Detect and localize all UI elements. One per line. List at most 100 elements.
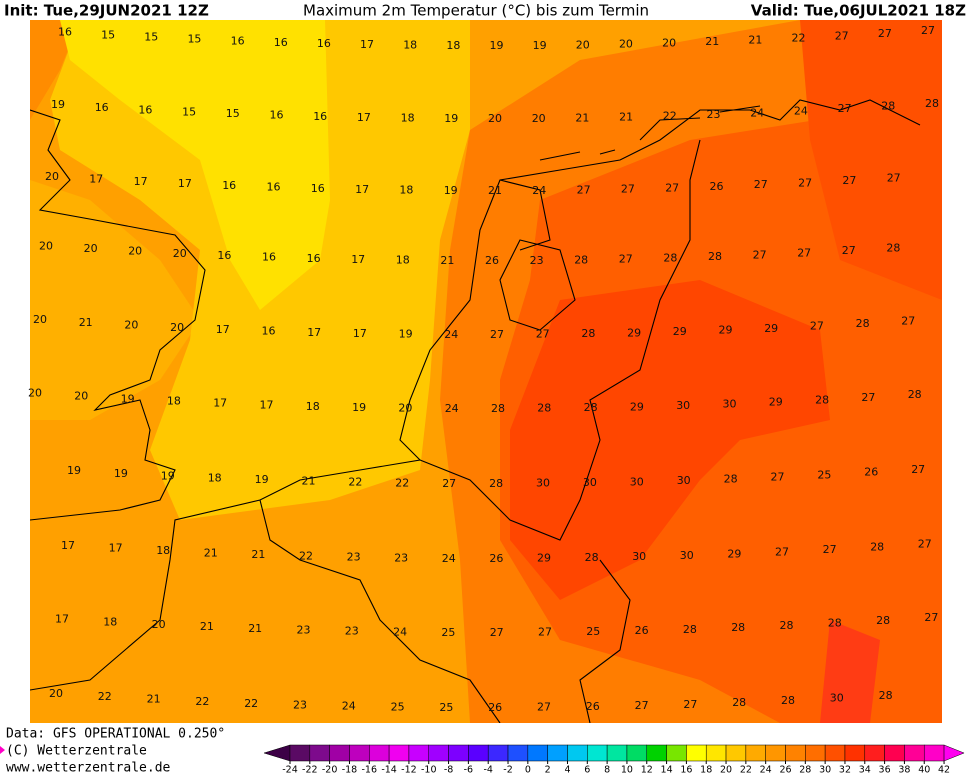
- temperature-value: 27: [754, 178, 768, 191]
- temperature-value: 24: [794, 104, 808, 117]
- temperature-value: 30: [830, 692, 844, 705]
- temperature-value: 22: [792, 32, 806, 45]
- colorbar-label: -4: [483, 765, 492, 776]
- colorbar-label: 4: [564, 765, 570, 776]
- temperature-value: 22: [663, 109, 677, 122]
- colorbar-label: 38: [898, 765, 910, 776]
- temperature-value: 21: [748, 33, 762, 46]
- temperature-value: 16: [317, 37, 331, 50]
- temperature-value: 30: [536, 477, 550, 490]
- copyright: (C) Wetterzentrale: [6, 744, 147, 759]
- temperature-value: 20: [124, 319, 138, 332]
- temperature-value: 20: [152, 618, 166, 631]
- colorbar-label: -14: [381, 765, 397, 776]
- temperature-value: 16: [270, 109, 284, 122]
- temperature-value: 30: [583, 476, 597, 489]
- temperature-value: 28: [584, 401, 598, 414]
- temperature-value: 29: [769, 396, 783, 409]
- temperature-value: 17: [357, 111, 371, 124]
- colorbar-cell: [745, 744, 766, 762]
- temperature-value: 19: [67, 464, 81, 477]
- temperature-value: 27: [490, 328, 504, 341]
- colorbar-cell: [606, 744, 628, 762]
- temperature-value: 22: [299, 550, 313, 563]
- temperature-value: 17: [109, 542, 123, 555]
- temperature-value: 17: [260, 398, 274, 411]
- temperature-value: 15: [182, 105, 196, 118]
- temperature-value: 27: [490, 626, 504, 639]
- temperature-value: 26: [488, 701, 502, 714]
- temperature-value: 28: [780, 619, 794, 632]
- colorbar-end: [943, 744, 965, 762]
- colorbar-end: [263, 744, 291, 762]
- temperature-value: 24: [445, 402, 459, 415]
- temperature-value: 21: [251, 548, 265, 561]
- temperature-value: 24: [442, 552, 456, 565]
- temperature-value: 24: [750, 106, 764, 119]
- temperature-value: 25: [817, 468, 831, 481]
- temperature-value: 16: [307, 252, 321, 265]
- colorbar-cell: [309, 744, 330, 762]
- temperature-value: 25: [441, 626, 455, 639]
- colorbar-cell: [626, 744, 648, 762]
- colorbar-label: 6: [584, 765, 590, 776]
- website: www.wetterzentrale.de: [6, 761, 171, 776]
- temperature-value: 23: [707, 108, 721, 121]
- temperature-value: 18: [208, 471, 222, 484]
- temperature-value: 26: [864, 466, 878, 479]
- temperature-value: 20: [173, 247, 187, 260]
- temperature-value: 26: [635, 624, 649, 637]
- temperature-value: 27: [835, 29, 849, 42]
- temperature-value: 28: [585, 551, 599, 564]
- temperature-value: 19: [490, 39, 504, 52]
- colorbar-cell: [904, 744, 925, 762]
- colorbar-cell: [884, 744, 905, 762]
- colorbar-label: 2: [545, 765, 551, 776]
- map-title: Maximum 2m Temperatur (°C) bis zum Termi…: [303, 2, 649, 20]
- temperature-value: 27: [635, 699, 649, 712]
- temperature-value: 28: [876, 614, 890, 627]
- temperature-value: 29: [719, 324, 733, 337]
- temperature-value: 24: [532, 184, 546, 197]
- temperature-value: 17: [178, 177, 192, 190]
- colorbar-label: -16: [362, 765, 378, 776]
- temperature-value: 30: [723, 397, 737, 410]
- temperature-value: 20: [49, 687, 63, 700]
- colorbar-label: -10: [421, 765, 437, 776]
- colorbar-label: 16: [680, 765, 692, 776]
- temperature-value: 28: [724, 472, 738, 485]
- temperature-value: 18: [401, 112, 415, 125]
- temperature-value: 22: [395, 476, 409, 489]
- colorbar-cell: [388, 744, 410, 762]
- temperature-value: 23: [530, 254, 544, 267]
- temperature-value: 19: [255, 473, 269, 486]
- temperature-value: 20: [662, 36, 676, 49]
- colorbar-label: 12: [641, 765, 653, 776]
- temperature-value: 19: [114, 467, 128, 480]
- temperature-value: 27: [810, 320, 824, 333]
- coastlines: [30, 99, 921, 723]
- temperature-value: 20: [128, 245, 142, 258]
- temperature-value: 17: [307, 326, 321, 339]
- temperature-value: 28: [574, 253, 588, 266]
- colorbar-cell: [666, 744, 687, 762]
- temperature-value: 19: [161, 469, 175, 482]
- colorbar-cell: [923, 744, 945, 762]
- temperature-value: 27: [901, 314, 915, 327]
- temperature-value: 25: [391, 700, 405, 713]
- temperature-value: 28: [663, 251, 677, 264]
- colorbar-cell: [289, 744, 311, 762]
- temperature-value: 28: [732, 696, 746, 709]
- temperature-value: 18: [403, 39, 417, 52]
- temperature-value: 30: [630, 475, 644, 488]
- colorbar-label: 24: [760, 765, 772, 776]
- colorbar-cell: [705, 744, 727, 762]
- temperature-value: 29: [537, 552, 551, 565]
- colorbar-cell: [844, 744, 866, 762]
- colorbar-cell: [408, 744, 429, 762]
- temperature-value: 25: [439, 701, 453, 714]
- colorbar-label: -12: [401, 765, 417, 776]
- temperature-value: 21: [302, 475, 316, 488]
- temperature-value: 17: [55, 612, 69, 625]
- temperature-value: 26: [485, 254, 499, 267]
